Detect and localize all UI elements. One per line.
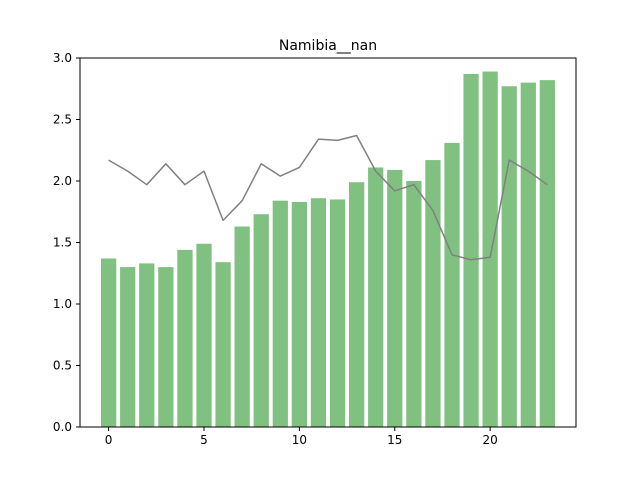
- bar: [501, 86, 517, 427]
- bar: [158, 267, 174, 427]
- bar: [310, 198, 327, 427]
- bar: [539, 80, 556, 427]
- x-tick-label: 0: [105, 433, 113, 447]
- bar: [368, 167, 384, 427]
- y-tick-label: 1.0: [53, 297, 72, 311]
- bar: [272, 200, 288, 427]
- chart-title: Namibia__nan: [279, 38, 377, 54]
- y-tick-label: 0.5: [53, 359, 72, 373]
- bar: [520, 82, 536, 427]
- bar: [329, 199, 346, 427]
- line-layer: [108, 134, 548, 261]
- bar: [482, 71, 498, 427]
- bar: [177, 249, 193, 427]
- x-tick-label: 5: [200, 433, 208, 447]
- bar: [463, 73, 479, 428]
- x-tick-label: 20: [483, 433, 498, 447]
- y-tick-label: 2.5: [53, 113, 72, 127]
- bar: [100, 258, 117, 427]
- bar: [387, 169, 403, 427]
- y-tick-label: 1.5: [53, 236, 72, 250]
- bar: [253, 214, 269, 427]
- bar: [348, 182, 365, 427]
- bar: [120, 267, 136, 427]
- bar: [139, 263, 155, 427]
- bar: [196, 243, 212, 427]
- bar: [234, 226, 250, 427]
- y-tick-label: 3.0: [53, 51, 72, 65]
- y-tick-label: 0.0: [53, 420, 72, 434]
- bars-layer: [100, 71, 556, 428]
- axes-layer: 0 5 10 15 20 0.0 0.5 1.0 1.5 2.0 2.5 3.0: [53, 51, 577, 447]
- bar: [406, 181, 422, 427]
- bar: [425, 160, 441, 427]
- bar: [291, 201, 308, 427]
- bar: [444, 142, 460, 427]
- y-tick-label: 2.0: [53, 174, 72, 188]
- x-tick-label: 10: [292, 433, 307, 447]
- series-line: [108, 134, 548, 261]
- bar: [215, 262, 231, 427]
- x-tick-label: 15: [387, 433, 402, 447]
